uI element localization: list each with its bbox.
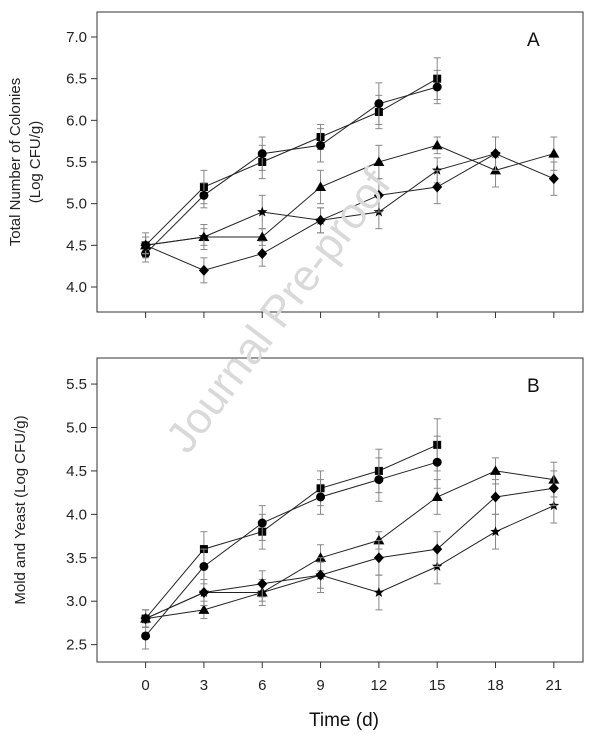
triangle-marker <box>315 181 327 191</box>
y-axis-title: (Log CFU/g) <box>27 121 44 204</box>
triangle-series <box>140 457 560 628</box>
diamond-marker <box>490 491 501 503</box>
y-tick-label: 3.5 <box>66 550 87 567</box>
panel-label: B <box>527 376 540 397</box>
diamond-marker <box>548 173 559 185</box>
series-line <box>145 144 554 246</box>
square-series <box>141 57 442 255</box>
y-tick-label: 4.5 <box>66 463 87 480</box>
circle-marker <box>141 631 151 641</box>
circle-marker <box>199 561 209 571</box>
diamond-marker <box>198 264 209 276</box>
series-line <box>145 461 438 637</box>
y-tick-label: 4.0 <box>66 506 87 523</box>
y-tick-label: 5.5 <box>66 154 87 171</box>
triangle-marker <box>373 156 385 166</box>
series-line <box>145 470 554 620</box>
series-line <box>145 153 554 271</box>
circle-marker <box>374 475 384 485</box>
x-tick-label: 3 <box>200 677 208 694</box>
diamond-marker <box>140 239 151 251</box>
diamond-marker <box>257 578 268 590</box>
diamond-marker <box>140 613 151 625</box>
triangle-marker <box>431 139 443 150</box>
diamond-marker <box>490 148 501 160</box>
x-tick-label: 12 <box>371 677 388 694</box>
y-tick-label: 3.0 <box>66 593 87 610</box>
circle-marker <box>374 99 384 109</box>
series-line <box>145 444 438 619</box>
diamond-marker <box>198 587 209 599</box>
y-tick-label: 2.5 <box>66 637 87 654</box>
circle-marker <box>432 457 442 467</box>
y-tick-label: 7.0 <box>66 29 87 46</box>
diamond-series <box>140 136 559 284</box>
circle-marker <box>257 149 267 159</box>
diamond-marker <box>315 569 326 581</box>
panel-a: 4.0 4.5 5.0 5.5 6.0 6.5 7.0 Total Number of Col… <box>7 11 584 318</box>
series-line <box>145 86 438 255</box>
triangle-marker <box>548 148 560 158</box>
y-axis-title: Mold and Yeast (Log CFU/g) <box>12 415 29 604</box>
circle-marker <box>199 190 209 200</box>
panel-b: 2.5 3.0 3.5 4.0 4.5 5.0 5.5 0 3 6 9 12 15 18 21 Mold an… <box>12 357 584 694</box>
star-marker <box>373 587 385 597</box>
x-tick-label: 18 <box>487 677 504 694</box>
diamond-marker <box>257 248 268 260</box>
triangle-marker <box>315 552 327 562</box>
triangle-marker <box>198 604 210 614</box>
circle-marker <box>432 82 442 92</box>
series-line <box>145 505 555 620</box>
x-axis: Time (d) <box>309 710 379 731</box>
triangle-marker <box>490 465 502 475</box>
diamond-marker <box>315 214 326 226</box>
y-tick-label: 5.0 <box>66 419 87 436</box>
circle-series <box>141 69 442 263</box>
triangle-marker <box>431 491 443 501</box>
diamond-marker <box>548 482 559 494</box>
x-tick-label: 15 <box>429 677 446 694</box>
diamond-marker <box>373 189 384 201</box>
star-marker <box>257 206 268 217</box>
triangle-marker <box>256 231 268 241</box>
y-tick-label: 5.0 <box>66 196 87 213</box>
diamond-marker <box>432 181 443 193</box>
star-marker <box>431 164 443 175</box>
diamond-series <box>140 470 559 628</box>
star-marker <box>198 231 210 242</box>
y-tick-label: 5.5 <box>66 376 87 393</box>
x-tick-label: 0 <box>141 677 149 694</box>
series-line <box>145 487 554 620</box>
y-tick-label: 6.5 <box>66 71 87 88</box>
circle-series <box>141 435 442 650</box>
y-tick-label: 4.0 <box>66 279 87 296</box>
x-tick-label: 6 <box>258 677 266 694</box>
y-tick-label: 4.5 <box>66 237 87 254</box>
x-tick-label: 9 <box>316 677 324 694</box>
diamond-marker <box>373 552 384 564</box>
triangle-marker <box>373 534 385 545</box>
y-axis-title: Total Number of Colonies <box>7 78 24 246</box>
circle-marker <box>316 140 326 150</box>
panel-label: A <box>527 30 540 51</box>
y-tick-label: 6.0 <box>66 112 87 129</box>
circle-marker <box>257 518 267 528</box>
circle-marker <box>316 492 326 502</box>
plot-frame <box>96 357 584 663</box>
star-marker <box>490 526 501 537</box>
diamond-marker <box>432 543 443 555</box>
series-line <box>145 78 438 246</box>
x-tick-label: 21 <box>545 677 562 694</box>
x-axis-title: Time (d) <box>309 710 379 731</box>
